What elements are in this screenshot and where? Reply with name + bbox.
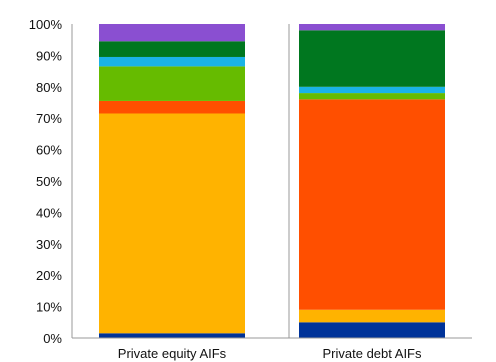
bar-segment-2-1 — [299, 322, 445, 338]
bar-segment-1-2 — [99, 113, 245, 334]
bar-segment-2-4 — [299, 93, 445, 100]
x-axis-labels: Private equity AIFs Private debt AIFs — [118, 346, 422, 361]
bar-segment-1-1 — [99, 333, 245, 338]
y-axis-ticks: 0% 10% 20% 30% 40% 50% 60% 70% 80% 90% 100% — [29, 17, 63, 346]
y-tick-label: 20% — [36, 268, 62, 283]
y-tick-label: 10% — [36, 300, 62, 315]
y-tick-label: 60% — [36, 143, 62, 158]
y-tick-label: 70% — [36, 111, 62, 126]
y-tick-label: 80% — [36, 80, 62, 95]
bar-segment-1-7 — [99, 24, 245, 42]
bar-segment-2-5 — [299, 86, 445, 94]
bar-segment-1-5 — [99, 56, 245, 67]
bar-segment-2-6 — [299, 30, 445, 87]
bar-segment-1-6 — [99, 41, 245, 57]
y-tick-label: 40% — [36, 205, 62, 220]
bar-segment-2-7 — [299, 24, 445, 31]
x-category-label: Private equity AIFs — [118, 346, 227, 361]
bars-group — [99, 24, 445, 338]
y-tick-label: 90% — [36, 48, 62, 63]
y-tick-label: 50% — [36, 174, 62, 189]
bar-segment-2-3 — [299, 99, 445, 310]
y-tick-label: 100% — [29, 17, 63, 32]
bar-segment-2-2 — [299, 309, 445, 323]
y-tick-label: 30% — [36, 237, 62, 252]
bar-segment-1-3 — [99, 100, 245, 114]
bar-segment-1-4 — [99, 66, 245, 101]
y-tick-label: 0% — [43, 331, 62, 346]
x-category-label: Private debt AIFs — [323, 346, 422, 361]
